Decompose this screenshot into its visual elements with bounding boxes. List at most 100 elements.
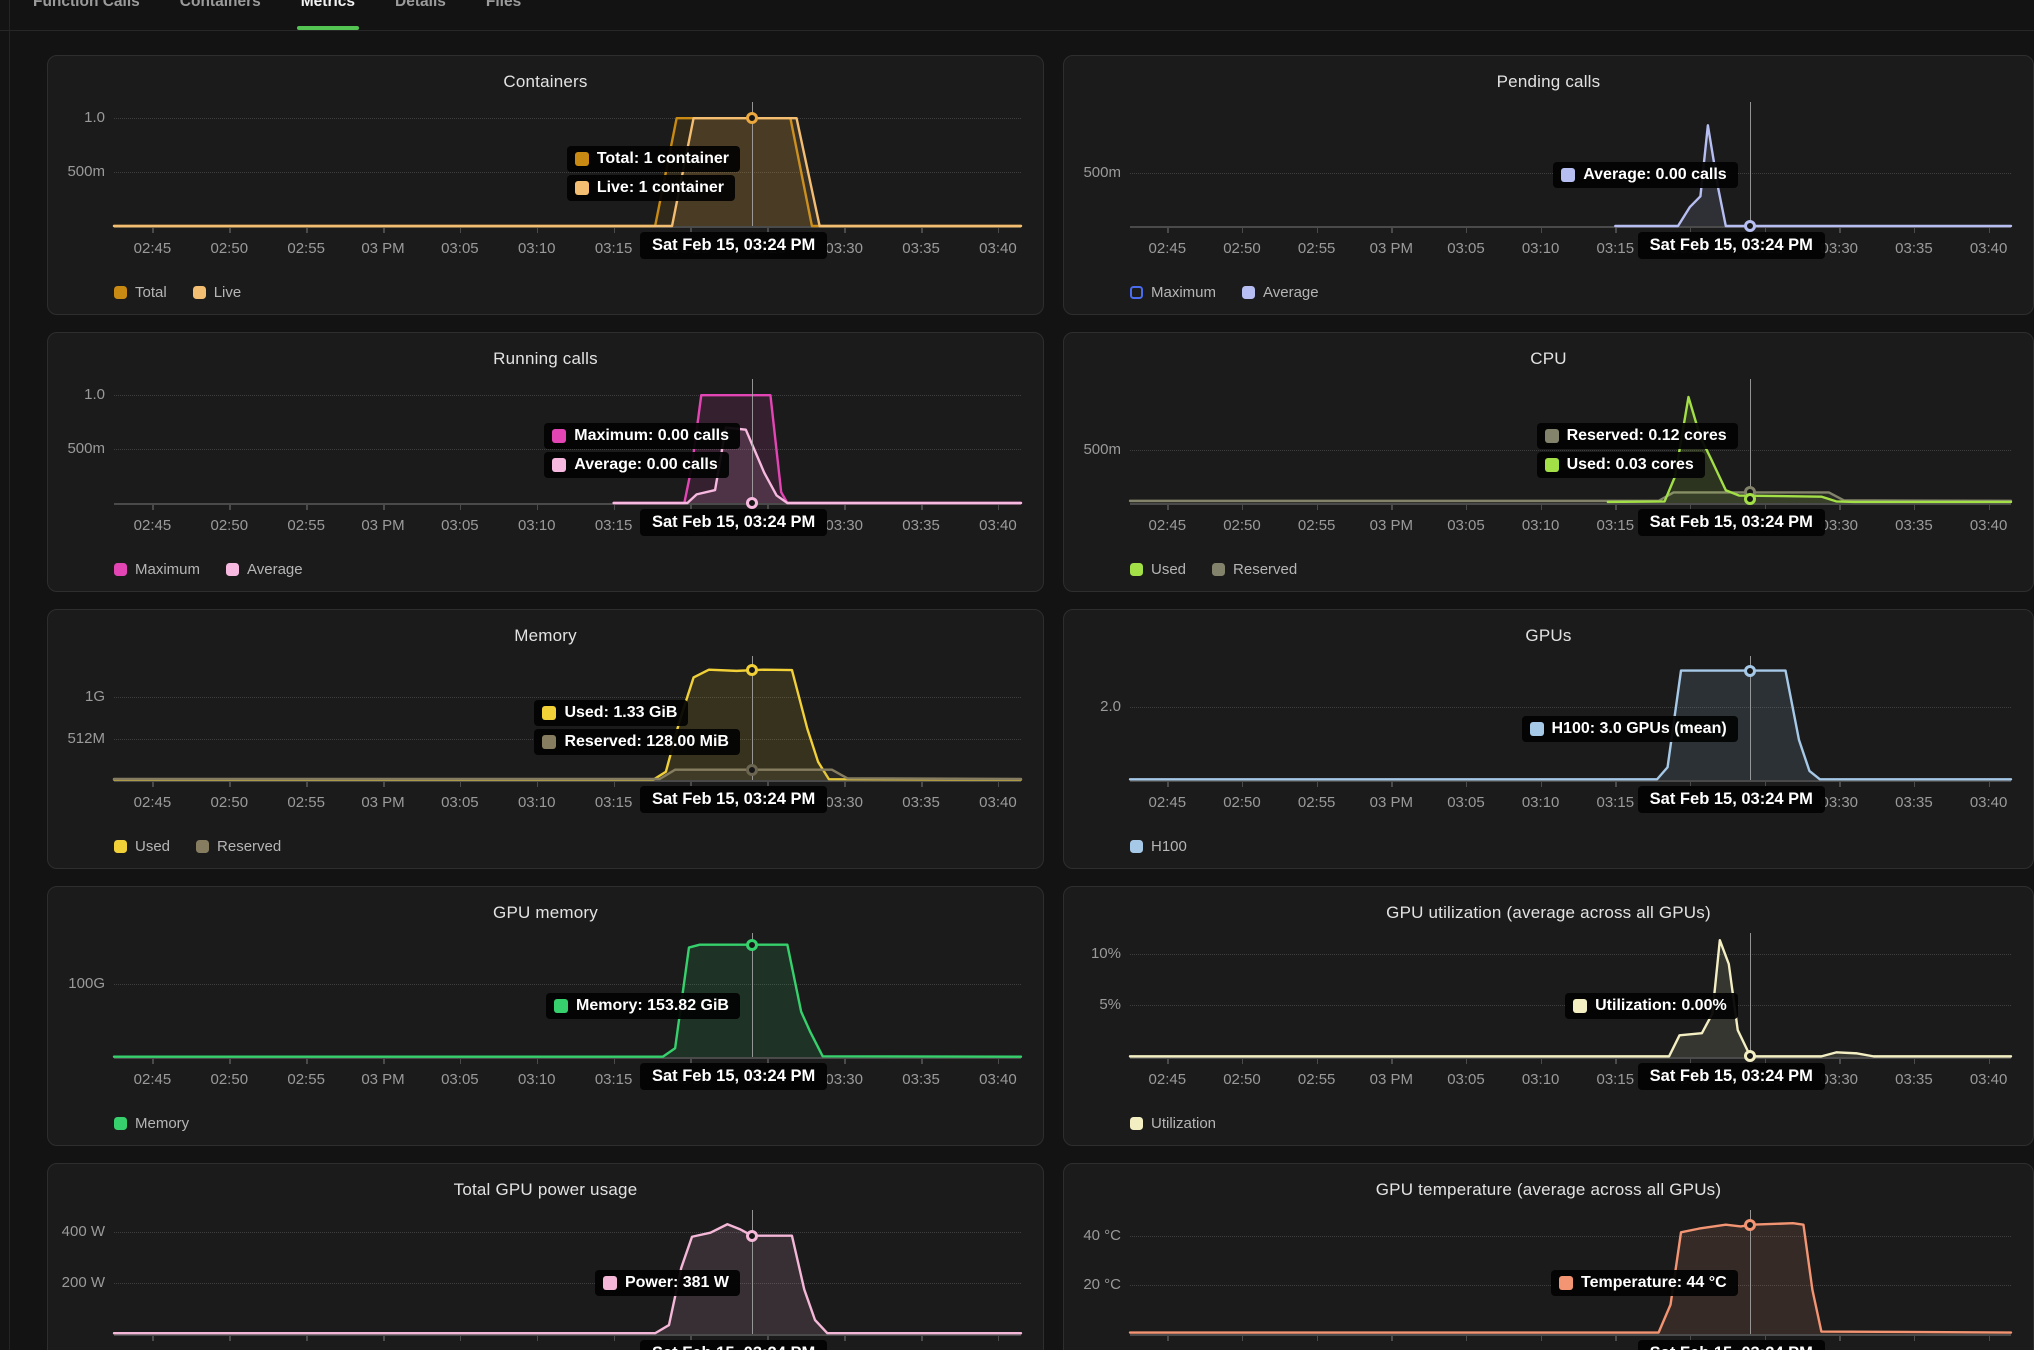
legend-item-memory[interactable]: Memory — [114, 1115, 189, 1132]
x-axis-line — [114, 1334, 1021, 1336]
legend-item-average[interactable]: Average — [226, 561, 303, 578]
chart-legend: Used Reserved — [1130, 561, 1297, 578]
x-tick-label: 03:05 — [441, 517, 479, 534]
chart-plot[interactable]: 100G 02:45 02:50 02:55 03 PM 03:05 03:10 03:15 0… — [48, 887, 1043, 1145]
x-axis-tick — [1465, 228, 1468, 233]
x-axis-tick — [1465, 1059, 1468, 1064]
crosshair-line — [751, 933, 754, 1057]
chart-panel-gpu-utilization: GPU utilization (average across all GPUs… — [1063, 886, 2034, 1146]
tooltip-text: Memory: 153.82 GiB — [576, 997, 729, 1014]
x-axis-tick — [383, 1059, 385, 1064]
x-axis-tick — [921, 505, 923, 510]
hover-tooltip: Maximum: 0.00 calls Average: 0.00 calls — [544, 423, 740, 478]
chart-plot[interactable]: 1G 512M 02:45 02:50 02:55 03 PM 03:05 03:10 03:1… — [48, 610, 1043, 868]
x-tick-label: 03 PM — [351, 1348, 415, 1350]
x-tick-label: 03:40 — [966, 1348, 1030, 1350]
chart-plot[interactable]: 1.0 500m 02:45 02:50 02:55 03 PM 03:05 03:10 03:… — [48, 333, 1043, 591]
x-axis-tick — [1167, 1059, 1169, 1064]
legend-item-utilization[interactable]: Utilization — [1130, 1115, 1216, 1132]
page-left-rule — [9, 0, 10, 1350]
x-axis-tick — [1316, 228, 1319, 233]
x-tick-label: 02:45 — [133, 1071, 172, 1088]
x-tick-label: 03:35 — [1895, 517, 1933, 534]
legend-label: Maximum — [135, 561, 201, 578]
x-tick-label: 03:15 — [594, 517, 633, 534]
tooltip-row: Average: 0.00 calls — [1553, 162, 1738, 188]
x-tick-label: 03:10 — [1521, 794, 1560, 811]
chart-legend: H100 — [1130, 838, 1187, 855]
series-svg — [1128, 939, 2013, 1058]
y-tick-label: 500m — [67, 440, 105, 458]
series-svg — [1614, 124, 2013, 228]
x-axis-tick — [1913, 782, 1916, 787]
chart-plot[interactable]: 500m 02:45 02:50 02:55 03 PM 03:05 03:10 03:15 0… — [1064, 333, 2033, 591]
x-tick-label: 03 PM — [361, 1071, 405, 1088]
series-svg — [112, 116, 1023, 228]
tooltip-row: Total: 1 container — [566, 146, 740, 172]
hover-tooltip: Reserved: 0.12 cores Used: 0.03 cores — [1536, 423, 1738, 478]
tab-details[interactable]: Details — [395, 0, 446, 30]
x-tick-label: 03 PM — [1359, 1348, 1423, 1350]
x-tick-label: 02:50 — [1223, 794, 1261, 811]
x-axis-tick — [152, 782, 154, 787]
legend-label: Average — [247, 561, 303, 578]
x-tick-label: 03:15 — [594, 240, 633, 257]
legend-swatch-icon — [114, 286, 127, 299]
chart-plot[interactable]: 2.0 02:45 02:50 02:55 03 PM 03:05 03:10 03:15 03… — [1064, 610, 2033, 868]
legend-item-maximum[interactable]: Maximum — [114, 561, 200, 578]
tooltip-row: Memory: 153.82 GiB — [546, 993, 740, 1019]
hover-date-tooltip: Sat Feb 15, 03:24 PM — [1637, 1340, 1825, 1350]
x-axis-tick — [1839, 1336, 1841, 1341]
tooltip-text: Average: 0.00 calls — [1583, 166, 1727, 183]
legend-item-used[interactable]: Used — [1130, 561, 1186, 578]
chart-legend: Utilization — [1130, 1115, 1216, 1132]
x-tick-label: 02:45 — [1148, 1071, 1187, 1088]
x-axis-line — [1130, 780, 2011, 782]
legend-item-live[interactable]: Live — [192, 284, 241, 301]
x-axis-tick — [1316, 505, 1319, 510]
tooltip-text: Used: 1.33 GiB — [564, 704, 678, 721]
y-tick-label: 1.0 — [84, 386, 105, 404]
legend-item-reserved[interactable]: Reserved — [196, 838, 281, 855]
tab-files[interactable]: Files — [486, 0, 521, 30]
x-axis-tick — [536, 1336, 539, 1341]
tooltip-row: Reserved: 0.12 cores — [1536, 423, 1738, 449]
legend-swatch-icon — [1130, 563, 1143, 576]
legend-item-used[interactable]: Used — [114, 838, 170, 855]
x-tick-label: 03 PM — [361, 794, 405, 811]
chart-plot[interactable]: 400 W 200 W 02:45 02:50 02:55 03 PM 03:05 03:10… — [48, 1164, 1043, 1350]
x-axis-tick — [383, 228, 385, 233]
legend-item-reserved[interactable]: Reserved — [1212, 561, 1297, 578]
tooltip-swatch-icon — [1544, 429, 1559, 443]
y-tick-label: 200 W — [61, 1274, 105, 1292]
legend-label: H100 — [1151, 838, 1187, 855]
chart-plot[interactable]: 1.0 500m 02:45 02:50 02:55 03 PM 03:05 03:10 03:… — [48, 56, 1043, 314]
chart-panel-cpu: CPU 500m 02:45 02:50 02:55 03 PM 03:05 03:10 03… — [1063, 332, 2034, 592]
tab-function-calls[interactable]: Function Calls — [33, 0, 140, 30]
tooltip-text: Temperature: 44 °C — [1580, 1274, 1727, 1291]
x-axis-tick — [767, 782, 769, 787]
legend-item-total[interactable]: Total — [114, 284, 167, 301]
legend-item-h100[interactable]: H100 — [1130, 838, 1187, 855]
x-axis-tick — [306, 1059, 308, 1064]
chart-plot[interactable]: 40 °C 20 °C 02:45 02:50 02:55 03 PM 03:05 03:10… — [1064, 1164, 2033, 1350]
tab-metrics[interactable]: Metrics — [296, 0, 360, 30]
x-axis-tick — [536, 782, 539, 787]
x-tick-label: 03:15 — [594, 794, 633, 811]
x-tick-label: 03:30 — [1820, 240, 1859, 257]
x-tick-label: 02:45 — [1148, 794, 1187, 811]
x-tick-label: 03:40 — [979, 794, 1017, 811]
x-axis-tick — [1167, 505, 1169, 510]
x-tick-label: 03:30 — [825, 517, 863, 534]
x-tick-label: 02:50 — [1223, 240, 1261, 257]
x-tick-label: 03:30 — [1820, 1071, 1859, 1088]
chart-plot[interactable]: 10% 5% 02:45 02:50 02:55 03 PM 03:05 03:10 03:15… — [1064, 887, 2033, 1145]
tab-containers[interactable]: Containers — [180, 0, 261, 30]
chart-plot[interactable]: 500m 02:45 02:50 02:55 03 PM 03:05 03:10 03:15 0… — [1064, 56, 2033, 314]
x-tick-label: 03:40 — [1969, 517, 2008, 534]
chart-title: Memory — [514, 626, 577, 645]
x-tick-label: 02:45 — [133, 517, 172, 534]
legend-item-maximum[interactable]: Maximum — [1130, 284, 1216, 301]
legend-item-average[interactable]: Average — [1242, 284, 1319, 301]
x-axis-tick — [1465, 505, 1468, 510]
